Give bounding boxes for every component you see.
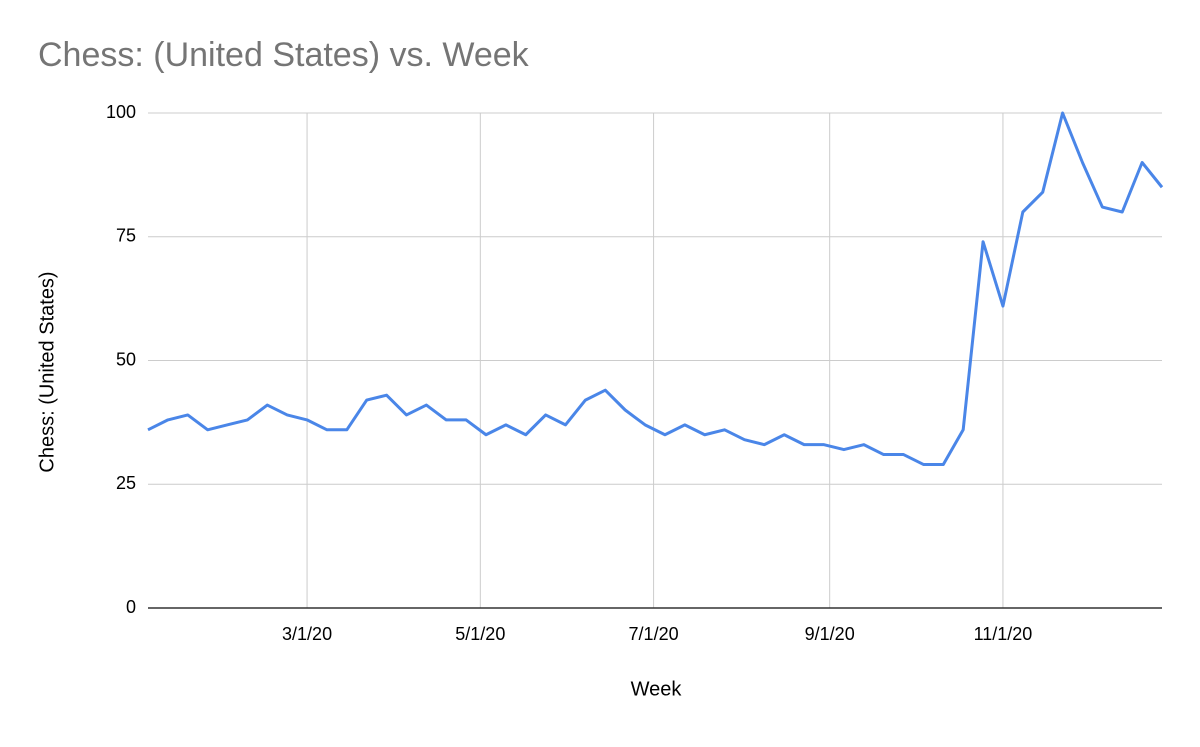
x-tick-label: 3/1/20 (282, 624, 332, 644)
data-line (147, 111, 1164, 466)
x-axis-label: Week (631, 678, 683, 700)
y-tick-label: 100 (106, 102, 136, 122)
y-tick-label: 0 (126, 597, 136, 617)
y-axis-label: Chess: (United States) (36, 271, 58, 472)
x-tick-label: 5/1/20 (455, 624, 505, 644)
x-tick-label: 11/1/20 (974, 624, 1033, 644)
y-tick-label: 50 (116, 349, 136, 369)
y-tick-label: 25 (116, 473, 136, 493)
chart-title: Chess: (United States) vs. Week (38, 36, 530, 74)
x-tick-label: 9/1/20 (805, 624, 855, 644)
x-tick-label: 7/1/20 (629, 624, 679, 644)
y-tick-label: 75 (116, 226, 136, 246)
